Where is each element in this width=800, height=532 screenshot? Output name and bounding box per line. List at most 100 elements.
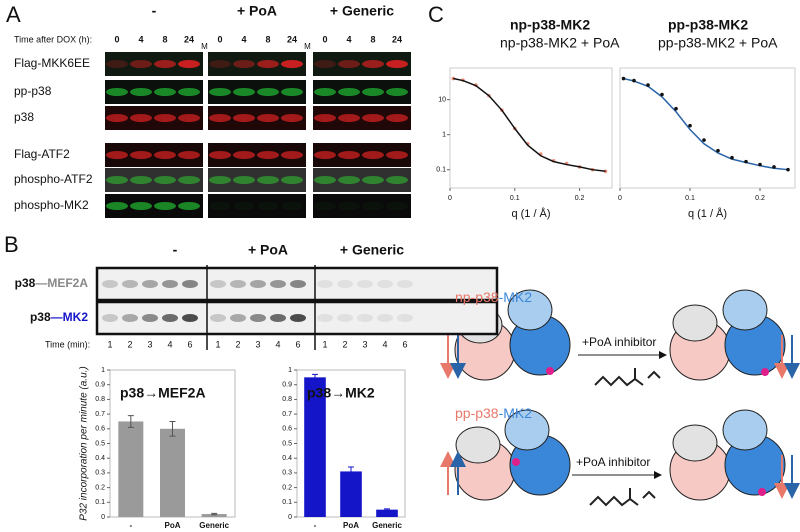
band [257, 202, 279, 210]
time-label: 3 [147, 339, 152, 349]
row-label: Flag-MKK6EE [14, 56, 90, 70]
band [281, 114, 303, 122]
blot-lane [313, 194, 411, 218]
bar [304, 377, 326, 517]
band [386, 151, 408, 159]
bar [160, 428, 185, 517]
band [257, 114, 279, 122]
band [338, 60, 360, 68]
time-label: 0 [114, 34, 119, 44]
time-label: 4 [346, 34, 351, 44]
group-label: + PoA [237, 3, 277, 19]
data-point [758, 162, 762, 167]
group-label: + Generic [340, 242, 404, 258]
y-tick-label: 0 [101, 514, 105, 521]
band [314, 60, 336, 68]
text-part: -MK2 [499, 405, 533, 421]
band [281, 88, 303, 96]
time-label: Time (min): [45, 339, 90, 349]
band [154, 60, 176, 68]
fit-line [623, 77, 789, 171]
y-tick-label: 1 [288, 367, 292, 374]
gel-band [162, 314, 178, 322]
band [362, 202, 384, 210]
time-label: 0 [322, 34, 327, 44]
gel-band [317, 314, 333, 322]
band [178, 60, 200, 68]
row-label: phospho-MK2 [14, 198, 89, 212]
data-point [702, 138, 706, 142]
gel-row-label: p38—MEF2A [15, 276, 89, 290]
gel-band [122, 314, 138, 322]
time-label: 2 [235, 339, 240, 349]
band [106, 60, 128, 68]
data-point [744, 159, 748, 164]
gel-band [230, 280, 246, 288]
state-label: pp-p38-MK2 [455, 405, 532, 421]
legend-entry: np-p38-MK2 [510, 17, 590, 33]
gel-band [210, 280, 226, 288]
gel-band [290, 280, 306, 288]
legend-entry: pp-p38-MK2 + PoA [658, 35, 778, 51]
text-part: p38 [15, 276, 36, 290]
band [362, 88, 384, 96]
band [209, 88, 231, 96]
band [314, 151, 336, 159]
row-label: Flag-ATF2 [14, 147, 70, 161]
band [154, 88, 176, 96]
gel-band [210, 314, 226, 322]
row-label: p38 [14, 110, 34, 124]
gel-band [182, 280, 198, 288]
y-tick-label: 0.4 [282, 455, 292, 462]
gel-band [102, 314, 118, 322]
panel-label: C [428, 2, 444, 27]
x-tick-label: 0 [448, 195, 452, 202]
x-tick-label: 0 [618, 195, 622, 202]
gel-band [377, 314, 393, 322]
data-point [621, 76, 626, 81]
y-tick-label: 0.1 [95, 499, 105, 506]
band [233, 151, 255, 159]
time-label: 8 [370, 34, 375, 44]
time-label: 6 [187, 339, 192, 349]
time-label: 2 [342, 339, 347, 349]
row-label: phospho-ATF2 [14, 172, 93, 186]
y-tick-label: 10 [438, 96, 446, 103]
band [338, 151, 360, 159]
x-tick-label: 0.1 [510, 195, 520, 202]
band [130, 114, 152, 122]
time-label: 4 [241, 34, 246, 44]
legend-entry: pp-p38-MK2 [668, 17, 748, 33]
gel-band [122, 280, 138, 288]
band [386, 202, 408, 210]
diagram-shapes [440, 289, 800, 507]
band [209, 114, 231, 122]
y-axis-label: P32 incorporation per minute (a.u.) [79, 366, 90, 521]
gel-band [377, 280, 393, 288]
gel-band [142, 280, 158, 288]
bar [340, 471, 362, 517]
band [362, 114, 384, 122]
header-label: Time after DOX (h): [14, 34, 92, 44]
time-label: 4 [382, 339, 387, 349]
band [362, 176, 384, 184]
y-tick-label: 0.3 [95, 470, 105, 477]
data-point [716, 148, 720, 153]
y-tick-label: 0.3 [282, 470, 292, 477]
gel-band [397, 314, 413, 322]
band [338, 88, 360, 96]
band [338, 176, 360, 184]
band [154, 151, 176, 159]
x-tick-label: 0.2 [575, 195, 585, 202]
time-label: 4 [275, 339, 280, 349]
bar [201, 514, 227, 517]
gel-band [230, 314, 246, 322]
y-tick-label: 0.2 [95, 484, 105, 491]
band [233, 60, 255, 68]
band [257, 176, 279, 184]
blot-lane [208, 194, 306, 218]
y-tick-label: 0.5 [95, 440, 105, 447]
y-tick-label: 0.2 [282, 484, 292, 491]
y-tick-label: 0.9 [95, 382, 105, 389]
